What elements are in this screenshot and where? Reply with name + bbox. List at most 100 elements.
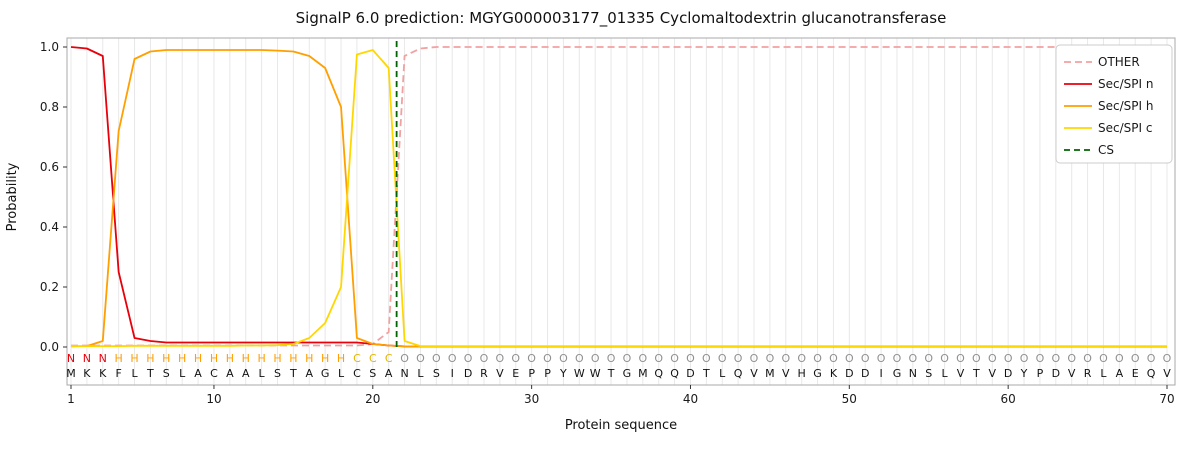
region-label: O (496, 352, 505, 365)
region-label: O (448, 352, 457, 365)
chart-title: SignalP 6.0 prediction: MGYG000003177_01… (296, 9, 947, 28)
residue-letter: L (338, 367, 345, 380)
region-label: H (210, 352, 218, 365)
residue-letter: W (574, 367, 585, 380)
legend-entry-label: Sec/SPI h (1098, 99, 1153, 113)
region-label: O (956, 352, 965, 365)
residue-letter: Q (734, 367, 743, 380)
residue-letter: A (194, 367, 202, 380)
residue-letter: A (226, 367, 234, 380)
region-label: H (115, 352, 123, 365)
region-label: O (686, 352, 695, 365)
region-label: O (432, 352, 441, 365)
residue-letter: T (289, 367, 297, 380)
legend-box (1055, 44, 1173, 164)
region-label: O (972, 352, 981, 365)
residue-letter: S (274, 367, 281, 380)
residue-letter: Y (1020, 367, 1028, 380)
residue-letter: R (480, 367, 488, 380)
region-label: N (83, 352, 91, 365)
legend-entry-label: Sec/SPI c (1098, 121, 1152, 135)
region-label: O (400, 352, 409, 365)
region-label: H (178, 352, 186, 365)
region-label: H (321, 352, 329, 365)
region-label: H (337, 352, 345, 365)
region-label: C (385, 352, 393, 365)
residue-letter: D (845, 367, 853, 380)
residue-letter: N (400, 367, 408, 380)
residue-letter: G (893, 367, 902, 380)
residue-letter: S (369, 367, 376, 380)
residue-letter: R (1084, 367, 1092, 380)
residue-letter: K (83, 367, 91, 380)
residue-letter: T (702, 367, 710, 380)
region-label: O (464, 352, 473, 365)
x-tick-label: 20 (365, 392, 380, 406)
region-label: H (130, 352, 138, 365)
residue-letter: D (464, 367, 472, 380)
region-label: O (702, 352, 711, 365)
residue-letter: S (433, 367, 440, 380)
region-label: O (924, 352, 933, 365)
residue-letter: Q (670, 367, 679, 380)
gridlines (70, 38, 1168, 385)
residue-letter: C (353, 367, 361, 380)
residue-letter: K (830, 367, 838, 380)
region-label: H (289, 352, 297, 365)
residue-letter: F (115, 367, 121, 380)
region-label: O (861, 352, 870, 365)
residue-letter: T (146, 367, 154, 380)
residue-letter: M (66, 367, 76, 380)
region-label: C (369, 352, 377, 365)
x-tick-label: 10 (206, 392, 221, 406)
region-label: O (877, 352, 886, 365)
residue-letter: V (957, 367, 965, 380)
residue-letter: S (163, 367, 170, 380)
legend-entry-label: Sec/SPI n (1098, 77, 1153, 91)
region-label: O (766, 352, 775, 365)
region-label: O (829, 352, 838, 365)
residue-letter: G (321, 367, 330, 380)
region-label: O (734, 352, 743, 365)
residue-letter: I (879, 367, 882, 380)
residue-letter: M (765, 367, 775, 380)
region-label: O (670, 352, 679, 365)
residue-letter: N (909, 367, 917, 380)
residue-letter: H (798, 367, 806, 380)
curve-other (71, 46, 1167, 347)
region-label: N (67, 352, 75, 365)
region-label: O (893, 352, 902, 365)
x-tick-label: 50 (842, 392, 857, 406)
region-label: O (1083, 352, 1092, 365)
residue-letter: G (623, 367, 632, 380)
region-label: H (146, 352, 154, 365)
residue-letter: S (925, 367, 932, 380)
y-tick-label: 0.4 (40, 220, 59, 234)
region-label: O (909, 352, 918, 365)
residue-letter: D (1052, 367, 1060, 380)
region-label: O (638, 352, 647, 365)
x-tick-label: 1 (67, 392, 75, 406)
residue-letter: L (719, 367, 726, 380)
residue-letter: M (638, 367, 648, 380)
residue-letter: L (1100, 367, 1107, 380)
residue-letter: L (417, 367, 424, 380)
y-tick-label: 0.6 (40, 160, 59, 174)
residue-letter: Q (654, 367, 663, 380)
region-label: H (305, 352, 313, 365)
x-tick-label: 30 (524, 392, 539, 406)
region-label: O (797, 352, 806, 365)
residue-letter: A (305, 367, 313, 380)
residue-letter: C (210, 367, 218, 380)
region-label: O (1131, 352, 1140, 365)
region-label: H (194, 352, 202, 365)
region-label: O (607, 352, 616, 365)
residue-letter: E (512, 367, 519, 380)
residue-letter: L (179, 367, 186, 380)
y-tick-label: 0.0 (40, 340, 59, 354)
y-tick-label: 0.8 (40, 100, 59, 114)
curve-sec-spi-n (70, 46, 1167, 348)
